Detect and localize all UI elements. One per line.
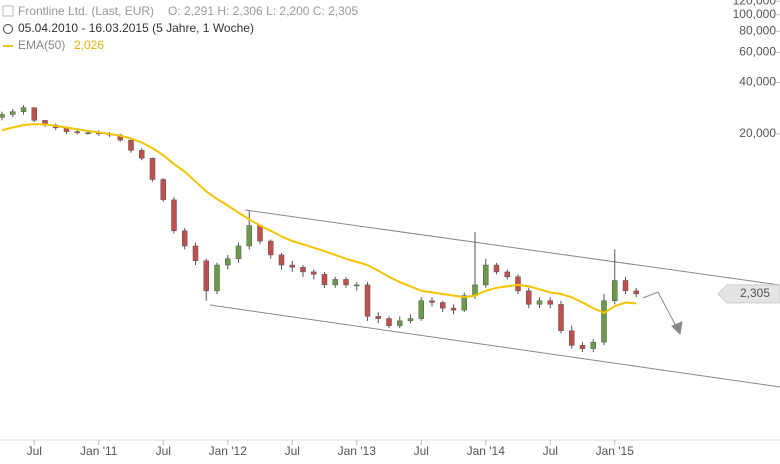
trend-arrow	[642, 291, 679, 331]
candle-body	[461, 295, 467, 311]
arrow-head	[671, 321, 683, 336]
candle-body	[235, 245, 242, 260]
x-tick-label: Jan '12	[209, 444, 248, 458]
candle-body	[20, 107, 27, 112]
candle-body	[0, 114, 5, 118]
candle-body	[515, 276, 521, 292]
legend-value: 2,026	[74, 38, 104, 52]
candle-body	[74, 131, 80, 134]
x-tick-label: Jul	[285, 444, 300, 458]
y-tick-label: 80,000	[739, 23, 776, 37]
candle-body	[332, 279, 338, 286]
candle-body	[590, 341, 596, 349]
candle-body	[440, 302, 446, 309]
legend-label: EMA(50)	[18, 38, 65, 52]
candle-body	[343, 279, 349, 286]
x-tick-label: Jan '15	[596, 444, 635, 458]
candle-body	[311, 271, 317, 275]
candle-body	[225, 258, 231, 266]
candle-body	[278, 254, 285, 266]
candle-body	[10, 111, 16, 115]
candle-body	[493, 264, 500, 273]
candle-body	[182, 230, 188, 247]
y-tick-label: 120,000	[733, 0, 777, 7]
candle-body	[504, 271, 510, 278]
period: 05.04.2010 - 16.03.2015 (5 Jahre, 1 Woch…	[18, 21, 254, 35]
candle-body	[128, 139, 134, 151]
candle-body	[149, 157, 156, 180]
candle-body	[579, 345, 586, 349]
price-tag: 2,305	[740, 286, 770, 300]
candle-body	[386, 318, 392, 326]
clock-icon	[3, 24, 13, 34]
candle-body	[418, 300, 424, 319]
x-tick-label: Jul	[543, 444, 558, 458]
candle-body	[300, 267, 306, 273]
candle-body	[364, 284, 371, 317]
x-tick-label: Jan '11	[80, 444, 118, 458]
candle-body	[214, 264, 220, 292]
price-tag-bg	[717, 284, 780, 304]
candle-body	[622, 280, 629, 292]
icon	[2, 5, 14, 17]
candle-body	[601, 300, 607, 343]
candle-body	[160, 179, 166, 201]
candle-body	[171, 199, 177, 232]
x-tick-label: Jan '14	[467, 444, 506, 458]
plot	[0, 105, 639, 353]
candle-body	[289, 264, 295, 268]
candle-body	[246, 225, 252, 247]
candle-body	[536, 300, 543, 305]
chart-title: Frontline Ltd. (Last, EUR)	[18, 4, 154, 18]
candle-body	[354, 284, 360, 287]
candle-body	[483, 264, 489, 286]
ohlc-summary: O: 2,291 H: 2,306 L: 2,200 C: 2,305	[168, 4, 358, 18]
candle-body	[429, 300, 435, 303]
ema-line	[1, 123, 637, 315]
y-tick-label: 100,000	[733, 7, 777, 21]
candle-body	[397, 320, 403, 326]
candle-body	[192, 245, 199, 262]
candle-body	[407, 318, 414, 322]
channel-upper	[244, 209, 780, 286]
candle-body	[633, 290, 639, 295]
candle-body	[569, 330, 575, 346]
candle-body	[321, 274, 328, 286]
candle-body	[257, 225, 263, 242]
x-tick-label: Jul	[27, 444, 42, 458]
candle-body	[203, 260, 209, 292]
channel	[209, 209, 780, 388]
candle-body	[139, 150, 145, 159]
y-tick-label: 60,000	[739, 45, 776, 59]
x-tick-label: Jul	[156, 444, 171, 458]
candle-body	[268, 240, 274, 256]
candle-body	[612, 280, 618, 301]
x-tick-label: Jan '13	[338, 444, 377, 458]
candle-body	[558, 304, 564, 331]
header: Frontline Ltd. (Last, EUR) O: 2,291 H: 2…	[2, 4, 358, 52]
y-tick-label: 40,000	[739, 75, 776, 89]
candle-body	[547, 300, 553, 305]
channel-lower	[209, 304, 780, 388]
candle-body	[31, 107, 37, 121]
candle-body	[526, 290, 532, 305]
candle-body	[450, 307, 457, 311]
candle-body	[85, 132, 91, 135]
candle-body	[375, 316, 381, 319]
y-tick-label: 20,000	[739, 126, 776, 140]
x-tick-label: Jul	[414, 444, 429, 458]
